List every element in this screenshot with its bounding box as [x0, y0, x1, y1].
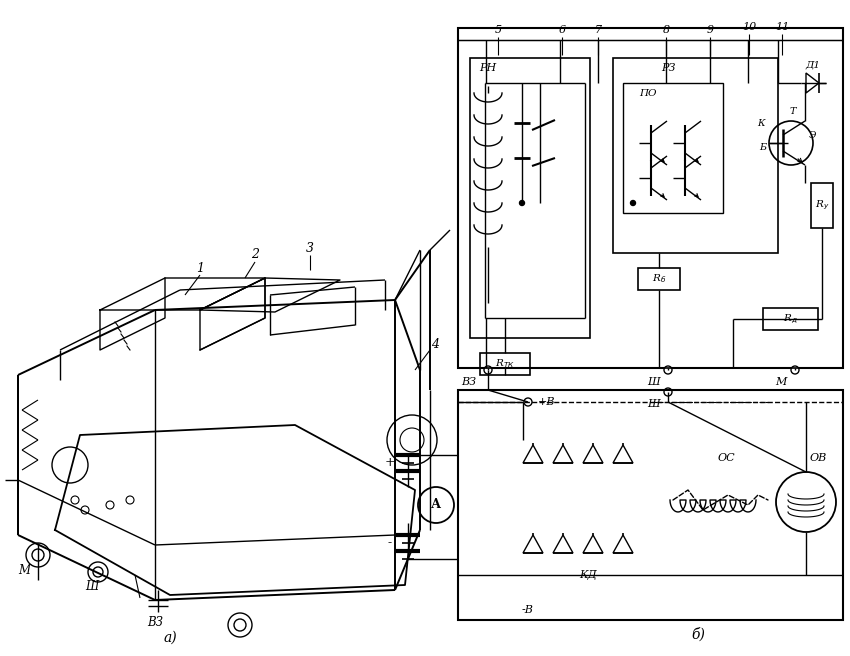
Text: А: А: [431, 499, 441, 512]
Text: К: К: [757, 119, 765, 127]
Text: ОС: ОС: [717, 453, 734, 463]
Text: R$_{ТК}$: R$_{ТК}$: [495, 358, 515, 371]
Text: Э: Э: [809, 131, 817, 140]
Text: Д1: Д1: [806, 60, 820, 70]
Text: РЗ: РЗ: [660, 63, 675, 73]
Circle shape: [791, 366, 799, 374]
Text: +В: +В: [538, 397, 556, 407]
Bar: [480, 353, 530, 375]
Circle shape: [524, 398, 532, 406]
Bar: [763, 308, 818, 330]
Text: 8: 8: [662, 25, 670, 35]
Text: ВЗ: ВЗ: [147, 615, 163, 628]
Text: R$_б$: R$_б$: [652, 273, 666, 285]
Bar: [458, 28, 843, 368]
Text: 5: 5: [495, 25, 502, 35]
Text: 2: 2: [251, 249, 259, 262]
Text: Ш: Ш: [85, 581, 99, 594]
Circle shape: [519, 201, 524, 205]
Text: -В: -В: [522, 605, 534, 615]
Text: R$_у$: R$_у$: [815, 198, 830, 212]
Bar: [613, 58, 778, 253]
Text: 11: 11: [775, 22, 789, 32]
Text: 10: 10: [742, 22, 756, 32]
Text: R$_д$: R$_д$: [783, 312, 797, 325]
Bar: [458, 390, 843, 620]
Text: 6: 6: [558, 25, 565, 35]
Text: ВЗ: ВЗ: [461, 377, 476, 387]
Bar: [638, 268, 680, 290]
Circle shape: [664, 388, 672, 396]
Text: 1: 1: [196, 262, 204, 274]
Text: Т: Т: [790, 106, 796, 115]
Text: Ш: Ш: [647, 399, 660, 409]
Text: Ш: Ш: [647, 377, 660, 387]
Text: ПО: ПО: [639, 89, 657, 98]
Text: ОВ: ОВ: [809, 453, 826, 463]
Bar: [470, 58, 590, 338]
Text: РН: РН: [479, 63, 496, 73]
Bar: [811, 183, 833, 228]
Text: -: -: [388, 537, 392, 550]
Circle shape: [631, 201, 636, 205]
Text: +: +: [385, 457, 395, 470]
Text: а): а): [163, 631, 177, 645]
Text: 3: 3: [306, 241, 314, 255]
Text: 7: 7: [594, 25, 602, 35]
Text: КД: КД: [579, 570, 597, 580]
Text: М: М: [775, 377, 787, 387]
Text: М: М: [18, 564, 30, 577]
Circle shape: [664, 366, 672, 374]
Text: Б: Б: [759, 144, 767, 152]
Text: 4: 4: [431, 338, 439, 352]
Text: б): б): [691, 628, 705, 642]
Circle shape: [484, 366, 492, 374]
Bar: [623, 83, 723, 213]
Text: 9: 9: [706, 25, 713, 35]
